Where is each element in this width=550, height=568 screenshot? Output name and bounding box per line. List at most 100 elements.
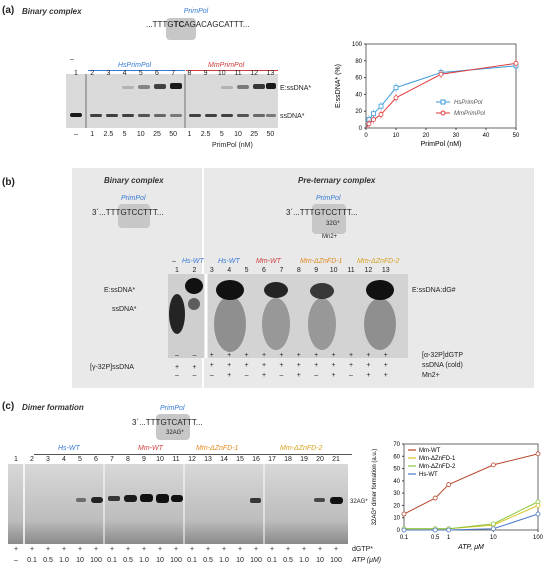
condition-value: + — [348, 352, 354, 359]
atp-value: 1.0 — [139, 557, 149, 564]
chart-a-frame — [365, 43, 517, 129]
condition-value: + — [314, 362, 319, 369]
panel-b-title-preternary: Pre-ternary complex — [298, 176, 376, 185]
gel-c-group-line — [34, 454, 352, 455]
y-tick-label: 20 — [355, 109, 362, 115]
lane-number: 19 — [300, 456, 308, 463]
atp-value: 1.0 — [59, 557, 69, 564]
dgtp-value: + — [237, 546, 243, 553]
x-tick-label: 50 — [513, 133, 520, 139]
gel-b-lane-numbers: 1 2 3 4 5 6 7 8 9 10 11 12 13 — [168, 267, 408, 277]
concentration-value: 1 — [187, 131, 192, 138]
dgtp-value: + — [221, 546, 227, 553]
lane-number: 16 — [252, 456, 260, 463]
x-tick-label: 0.1 — [400, 535, 409, 541]
gel-a-bands — [66, 74, 278, 128]
condition-value: + — [366, 372, 371, 379]
condition-value: – — [209, 372, 214, 379]
lane-number: 8 — [296, 267, 301, 274]
gel-b-group-1: Hs-WT — [182, 258, 204, 265]
concentration-value: – — [74, 131, 78, 138]
gel-b-condition-rows: [γ-32P]ssDNA + + [α-32P]dGTP – – + + + + + + + + + + + ss… — [90, 352, 463, 392]
gel-b-band-lower-label: ssDNA* — [112, 306, 137, 313]
data-point — [393, 95, 399, 101]
gel-a-image — [66, 74, 278, 128]
atp-value: 0.5 — [203, 557, 213, 564]
concentration-value: 25 — [250, 131, 259, 138]
atp-value: 100 — [330, 557, 342, 564]
x-tick-label: 0 — [364, 133, 368, 139]
condition-value: + — [227, 362, 232, 369]
concentration-value: 5 — [219, 131, 224, 138]
dgtp-value: + — [93, 546, 99, 553]
dgtp-value: + — [285, 546, 291, 553]
y-tick-label: 80 — [355, 59, 362, 65]
gel-a-lane-numbers: 1 2 3 4 5 6 7 8 9 10 11 12 13 — [66, 70, 278, 80]
concentration-value: 2.5 — [200, 131, 211, 138]
lane-number: 12 — [188, 456, 196, 463]
panel-b-mn: Mn2+ — [322, 234, 338, 240]
panel-b-enzyme-preternary: PrimPol — [316, 195, 341, 202]
lane-number: 9 — [203, 70, 208, 77]
panel-a-title: Binary complex — [22, 7, 82, 16]
gel-c-group-1: Hs-WT — [58, 445, 80, 452]
x-tick-label: 0.5 — [431, 535, 440, 541]
atp-value: 0.1 — [107, 557, 117, 564]
lane-number: 6 — [262, 267, 266, 274]
condition-value: + — [366, 362, 371, 369]
legend-label: Mm-WT — [419, 448, 441, 454]
primpol-shape-preternary — [312, 204, 346, 234]
lane-number: 14 — [220, 456, 228, 463]
dgtp-value: + — [29, 546, 35, 553]
dgtp-value: + — [45, 546, 51, 553]
x-tick-label: 20 — [423, 133, 430, 139]
panel-b-sequence-preternary: 3´...TTTGTCCTTT... — [286, 208, 358, 217]
atp-value: 10 — [316, 557, 324, 564]
lane-number: 6 — [155, 70, 159, 77]
condition-value: + — [244, 362, 249, 369]
atp-value: 0.1 — [187, 557, 197, 564]
y-tick-label: 60 — [355, 76, 362, 82]
dgtp-value: + — [109, 546, 115, 553]
condition-value: + — [174, 364, 180, 371]
condition-value: + — [227, 352, 232, 359]
dgtp-value: + — [333, 546, 339, 553]
x-tick-label: 1 — [447, 535, 451, 541]
concentration-value: 2.5 — [103, 131, 114, 138]
atp-value: 100 — [250, 557, 262, 564]
panel-b-letter: (b) — [2, 177, 15, 188]
condition-row-label: Mn2+ — [422, 372, 440, 379]
series-line — [404, 501, 539, 530]
lane-number: 4 — [62, 456, 66, 463]
y-axis-label: 32AG* dimer formation (a.u.) — [372, 449, 378, 526]
condition-value: – — [279, 372, 284, 379]
lane-number: 10 — [156, 456, 164, 463]
sequence-bold: TC — [173, 20, 185, 29]
data-point — [438, 71, 444, 77]
lane-number: 11 — [234, 70, 242, 77]
gel-c-band-label: 32AG* — [350, 499, 368, 505]
lane-number: 11 — [347, 267, 355, 274]
series-line — [404, 513, 539, 531]
lane-number: 3 — [46, 456, 50, 463]
atp-value: 0.5 — [43, 557, 53, 564]
gel-b-group-4: Mm-ΔZnFD-1 — [300, 258, 343, 265]
panel-a-chart: 0 20 40 60 80 100 0 10 20 30 40 50 PrimPol (nM) E:ssD… — [335, 42, 520, 148]
gel-c-group-4: Mm-ΔZnFD-2 — [280, 445, 323, 452]
condition-value: + — [296, 372, 301, 379]
lane-number: 4 — [227, 267, 232, 274]
dgtp-value: + — [317, 546, 323, 553]
x-tick-label: 10 — [490, 535, 497, 541]
condition-value: + — [331, 352, 336, 359]
y-tick-label: 70 — [393, 442, 400, 448]
panel-c-chart: 0 10 20 30 40 50 60 70 0.1 0.5 1 10 100 ATP, μM 32AG* … — [372, 442, 544, 551]
condition-value: + — [383, 362, 388, 369]
dgtp-value: + — [61, 546, 67, 553]
gel-a-band-upper-label: E:ssDNA* — [280, 85, 312, 92]
gel-c-group-3: Mm-ΔZnFD-1 — [196, 445, 239, 452]
panel-b-sequence-binary: 3´...TTTGTCCTTT... — [92, 208, 164, 217]
condition-value: + — [261, 372, 267, 379]
lane-number: 5 — [78, 456, 82, 463]
atp-value: 1.0 — [299, 557, 309, 564]
condition-value: + — [331, 372, 336, 379]
